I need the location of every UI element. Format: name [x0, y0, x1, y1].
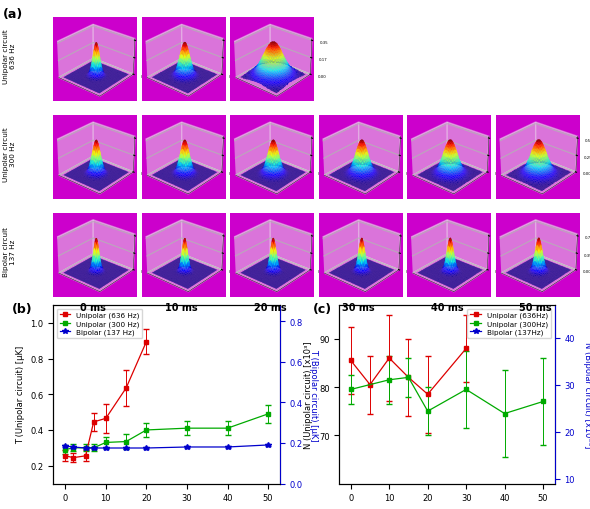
X-axis label: Trap maintain time [ms]: Trap maintain time [ms] [105, 508, 228, 509]
Y-axis label: N (Unipolar circuit) [x10³]: N (Unipolar circuit) [x10³] [304, 341, 313, 448]
Text: (a): (a) [3, 8, 23, 20]
Text: 50 ms: 50 ms [519, 303, 552, 313]
Text: Bipolar circuit
137 Hz: Bipolar circuit 137 Hz [3, 227, 16, 276]
Legend: Unipolar (636 Hz), Unipolar (300 Hz), Bipolar (137 Hz): Unipolar (636 Hz), Unipolar (300 Hz), Bi… [57, 309, 142, 338]
Y-axis label: T (Bipolar circuit) [μK]: T (Bipolar circuit) [μK] [310, 348, 319, 441]
Text: 40 ms: 40 ms [431, 303, 463, 313]
X-axis label: Trap maintain time [ms]: Trap maintain time [ms] [385, 508, 509, 509]
Text: 0 ms: 0 ms [80, 303, 106, 313]
Legend: Unipolar (636Hz), Unipolar (300Hz), Bipolar (137Hz): Unipolar (636Hz), Unipolar (300Hz), Bipo… [467, 309, 551, 338]
Text: Unipolar circuit
636 Hz: Unipolar circuit 636 Hz [3, 29, 16, 84]
Y-axis label: T (Unipolar circuit) [μK]: T (Unipolar circuit) [μK] [15, 346, 25, 443]
Text: Unipolar circuit
300 Hz: Unipolar circuit 300 Hz [3, 127, 16, 181]
Text: (c): (c) [313, 303, 332, 316]
Text: 20 ms: 20 ms [254, 303, 286, 313]
Text: 10 ms: 10 ms [165, 303, 198, 313]
Y-axis label: N (Bipolar circuit) [x10⁻³]: N (Bipolar circuit) [x10⁻³] [582, 342, 590, 447]
Text: (b): (b) [12, 303, 32, 316]
Text: 30 ms: 30 ms [342, 303, 375, 313]
